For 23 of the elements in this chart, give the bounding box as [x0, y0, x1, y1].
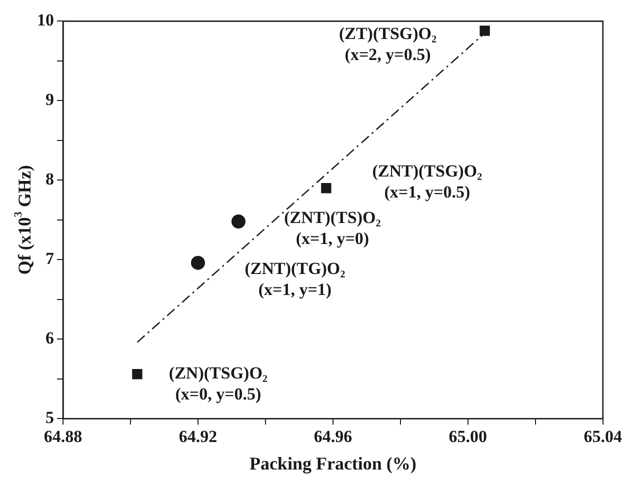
- x-tick-label: 64.96: [314, 427, 352, 446]
- point: [321, 183, 332, 194]
- x-tick-label: 65.04: [584, 427, 622, 446]
- point: [132, 368, 142, 380]
- annotation: (ZN)(TSG)O₂ (x=0, y=0.5): [168, 363, 268, 404]
- x-tick-label: 64.92: [178, 427, 218, 446]
- y-tick-label: 7: [46, 249, 54, 268]
- y-tick-label: 6: [46, 328, 54, 348]
- y-axis-title: Qf (x103 GHz): [12, 165, 35, 275]
- annotation: (ZNT)(TSG)O₂ (x=1, y=0.5): [372, 162, 482, 202]
- y-tick-label: 5: [46, 408, 54, 427]
- x-tick-label: 65.00: [448, 427, 488, 446]
- y-tick-label: 10: [37, 10, 54, 30]
- x-tick-label: 64.88: [44, 427, 82, 446]
- annotation: (ZT)(TSG)O₂ (x=2, y=0.5): [338, 24, 437, 64]
- annotation: (ZNT)(TG)O₂ (x=1, y=1): [244, 259, 346, 300]
- point: [190, 256, 205, 270]
- y-tick-label: 8: [46, 170, 54, 189]
- x-axis-title: Packing Fraction (%): [249, 454, 416, 474]
- point: [480, 26, 490, 36]
- point: [231, 214, 246, 228]
- annotation: (ZNT)(TS)O₂ (x=1, y=0): [284, 208, 381, 248]
- y-tick-label: 9: [46, 90, 54, 110]
